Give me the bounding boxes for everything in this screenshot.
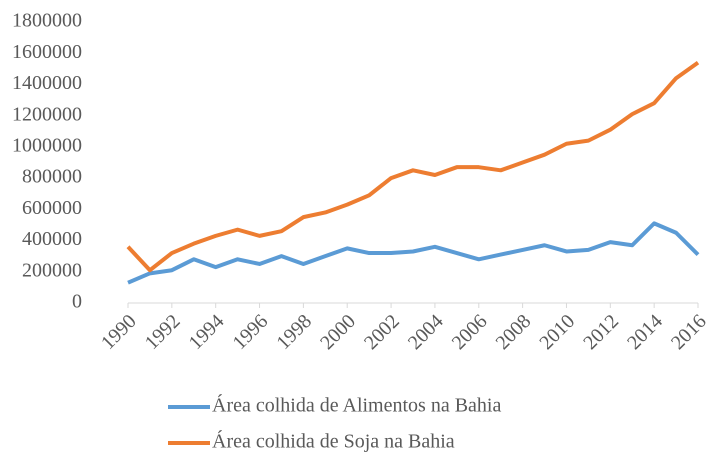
y-tick-label: 400000 bbox=[22, 228, 82, 250]
y-tick-label: 600000 bbox=[22, 197, 82, 219]
x-tick-label: 1996 bbox=[228, 310, 272, 354]
x-tick-label: 2010 bbox=[535, 310, 579, 354]
x-tick-label: 1992 bbox=[141, 310, 185, 354]
x-tick-label: 1994 bbox=[185, 310, 229, 354]
x-tick-label: 2014 bbox=[623, 310, 667, 354]
y-tick-label: 800000 bbox=[22, 166, 82, 188]
x-tick-label: 2002 bbox=[360, 310, 404, 354]
y-tick-label: 200000 bbox=[22, 259, 82, 281]
x-tick-label: 2008 bbox=[492, 310, 536, 354]
x-tick-label: 2012 bbox=[579, 310, 623, 354]
y-tick-label: 1600000 bbox=[12, 41, 82, 63]
series-line bbox=[126, 60, 700, 273]
x-tick-label: 2006 bbox=[448, 310, 492, 354]
y-tick-label: 1800000 bbox=[12, 10, 82, 32]
series-line bbox=[127, 221, 700, 285]
legend-label: Área colhida de Soja na Bahia bbox=[212, 430, 455, 453]
x-tick-label: 2016 bbox=[667, 310, 707, 354]
x-tick-label: 1990 bbox=[97, 310, 141, 354]
legend-label: Área colhida de Alimentos na Bahia bbox=[212, 394, 501, 417]
y-tick-label: 1400000 bbox=[12, 72, 82, 94]
y-tick-label: 1000000 bbox=[12, 134, 82, 156]
y-tick-label: 1200000 bbox=[12, 103, 82, 125]
x-tick-label: 1998 bbox=[272, 310, 316, 354]
x-tick-label: 2004 bbox=[404, 310, 448, 354]
y-tick-label: 0 bbox=[72, 291, 82, 313]
x-tick-label: 2000 bbox=[316, 310, 360, 354]
